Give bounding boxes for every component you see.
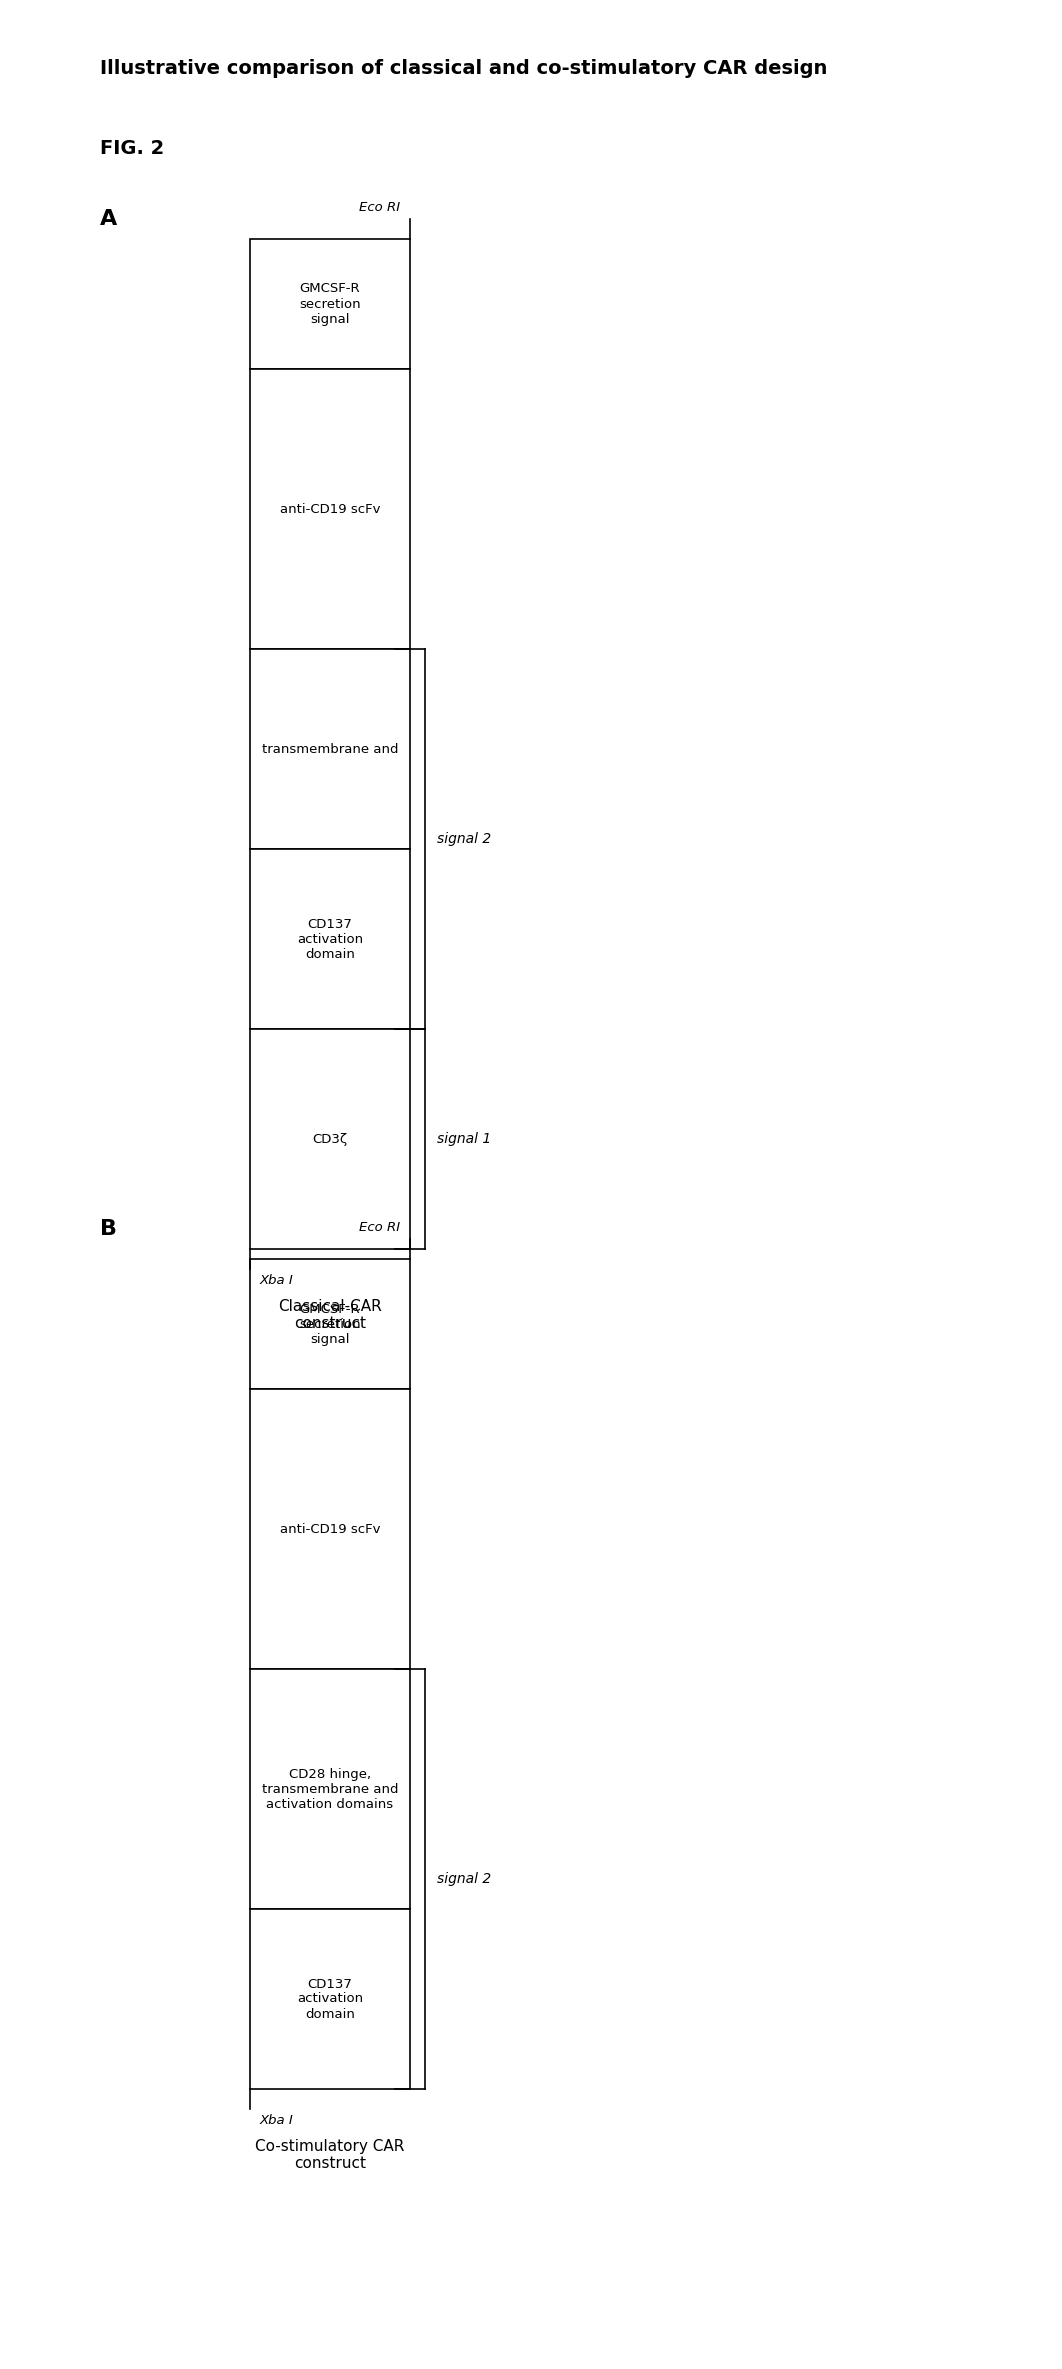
Text: GMCSF-R
secretion
signal: GMCSF-R secretion signal <box>299 1303 361 1346</box>
Bar <box>250 1258 410 1388</box>
Text: CD137
activation
domain: CD137 activation domain <box>297 1978 363 2021</box>
Bar <box>250 848 410 1028</box>
Text: anti-CD19 scFv: anti-CD19 scFv <box>279 1523 380 1535</box>
Text: Xba I: Xba I <box>260 2113 294 2127</box>
Text: Xba I: Xba I <box>260 1275 294 1286</box>
Text: FIG. 2: FIG. 2 <box>100 140 165 159</box>
Text: GMCSF-R
secretion
signal: GMCSF-R secretion signal <box>299 282 361 325</box>
Text: CD28 hinge,
transmembrane and
activation domains: CD28 hinge, transmembrane and activation… <box>261 1767 398 1810</box>
Text: Co-stimulatory CAR
construct: Co-stimulatory CAR construct <box>255 2139 405 2172</box>
Bar <box>250 1028 410 1248</box>
Text: B: B <box>100 1220 117 1239</box>
Text: Eco RI: Eco RI <box>359 201 400 213</box>
Text: CD137
activation
domain: CD137 activation domain <box>297 917 363 959</box>
Text: anti-CD19 scFv: anti-CD19 scFv <box>279 502 380 516</box>
Text: Illustrative comparison of classical and co-stimulatory CAR design: Illustrative comparison of classical and… <box>100 59 827 78</box>
Bar <box>250 649 410 848</box>
Bar <box>250 1670 410 1909</box>
Bar <box>250 1909 410 2089</box>
Text: A: A <box>100 208 117 230</box>
Text: transmembrane and: transmembrane and <box>261 741 398 756</box>
Bar <box>250 1388 410 1670</box>
Bar <box>250 239 410 370</box>
Text: CD3ζ: CD3ζ <box>312 1132 347 1147</box>
Text: Classical-CAR
construct: Classical-CAR construct <box>278 1298 382 1331</box>
Text: signal 2: signal 2 <box>436 1872 492 1886</box>
Text: signal 2: signal 2 <box>436 832 492 846</box>
Text: Eco RI: Eco RI <box>359 1220 400 1234</box>
Bar <box>250 370 410 649</box>
Text: signal 1: signal 1 <box>436 1132 492 1147</box>
